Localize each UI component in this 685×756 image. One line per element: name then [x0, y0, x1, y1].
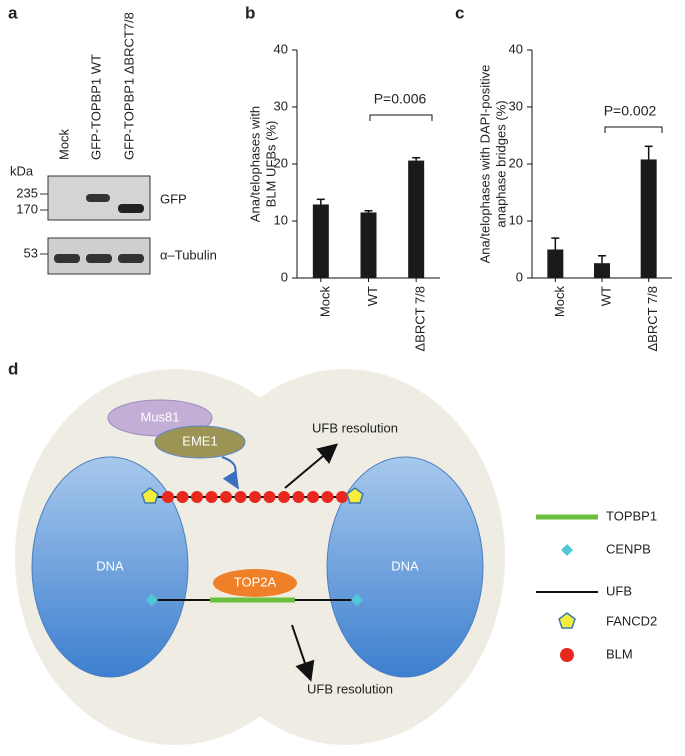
legend-label: UFB [606, 583, 632, 598]
eme1 [154, 425, 246, 459]
y-tick-label: 10 [509, 212, 523, 227]
eme1-label: EME1 [182, 433, 217, 448]
y-tick-label: 30 [509, 98, 523, 113]
dna-label: DNA [96, 558, 124, 573]
blm [234, 491, 247, 503]
blm [191, 491, 203, 503]
y-axis-label: BLM UFBs (%) [263, 121, 278, 208]
legend-label: FANCD2 [606, 613, 657, 628]
band [86, 254, 112, 263]
dna-label: DNA [391, 558, 419, 573]
marker: 53 [24, 245, 38, 260]
blm [220, 491, 232, 503]
panel-label: c [455, 3, 464, 22]
error-bar [551, 237, 560, 250]
top2a [213, 569, 297, 597]
blm [263, 491, 276, 503]
y-tick-label: 40 [274, 41, 288, 56]
x-tick-label: Mock [317, 286, 332, 318]
blm [278, 491, 290, 503]
x-tick-label: Mock [552, 286, 567, 318]
resolution-label: UFB resolution [312, 420, 398, 435]
annotation: P=0.006 [374, 91, 427, 107]
y-axis-label: anaphase bridges (%) [493, 100, 508, 227]
panel-label: d [8, 359, 18, 378]
y-axis-label: Ana/telophases with [247, 106, 262, 222]
bar [408, 160, 425, 278]
y-tick-label: 10 [274, 212, 288, 227]
blm [205, 491, 218, 503]
error-bar [412, 156, 421, 161]
blm [292, 491, 305, 503]
panel-label: a [8, 3, 18, 22]
error-bar [598, 255, 606, 264]
bar [547, 249, 564, 278]
blm [307, 491, 319, 503]
blot-label: α–Tubulin [160, 247, 217, 262]
blm [336, 491, 348, 503]
band [54, 254, 80, 263]
lane-label: Mock [56, 128, 71, 160]
blot-label: GFP [160, 191, 187, 206]
lane-label: GFP-TOPBP1 ΔBRCT7/8 [121, 12, 136, 160]
y-tick-label: 40 [509, 41, 523, 56]
mus81-label: Mus81 [140, 409, 179, 424]
x-tick-label: WT [598, 286, 613, 306]
x-tick-label: ΔBRCT 7/8 [645, 286, 660, 352]
band [118, 204, 144, 213]
bracket [604, 126, 663, 133]
bar [594, 263, 610, 278]
blm [176, 491, 189, 503]
blm [321, 491, 334, 503]
resolution-label: UFB resolution [307, 681, 393, 696]
marker: 235 [16, 185, 38, 200]
y-axis-label: Ana/telophases with DAPI-positive [477, 65, 492, 264]
y-tick-label: 30 [274, 98, 288, 113]
error-bar [316, 198, 325, 205]
bar [312, 204, 329, 278]
bar [640, 159, 657, 278]
y-tick-label: 20 [274, 155, 288, 170]
error-bar [644, 145, 653, 160]
legend-label: CENPB [606, 541, 651, 556]
marker: 170 [16, 201, 38, 216]
dna [31, 456, 189, 678]
y-tick-label: 0 [516, 269, 523, 284]
error-bar [364, 209, 373, 213]
band [86, 194, 110, 202]
x-tick-label: ΔBRCT 7/8 [413, 286, 428, 352]
blm [249, 491, 261, 503]
blm [162, 491, 174, 503]
bracket [369, 114, 433, 121]
bar [360, 212, 377, 278]
dna [326, 456, 484, 678]
x-tick-label: WT [365, 286, 380, 306]
legend-label: BLM [606, 646, 633, 661]
panel-label: b [245, 3, 255, 22]
annotation: P=0.002 [604, 103, 657, 119]
kda-label: kDa [10, 163, 34, 178]
lane-label: GFP-TOPBP1 WT [88, 54, 103, 160]
top2a-label: TOP2A [234, 574, 277, 589]
band [118, 254, 144, 263]
y-tick-label: 0 [281, 269, 288, 284]
legend-label: TOPBP1 [606, 508, 657, 523]
y-tick-label: 20 [509, 155, 523, 170]
